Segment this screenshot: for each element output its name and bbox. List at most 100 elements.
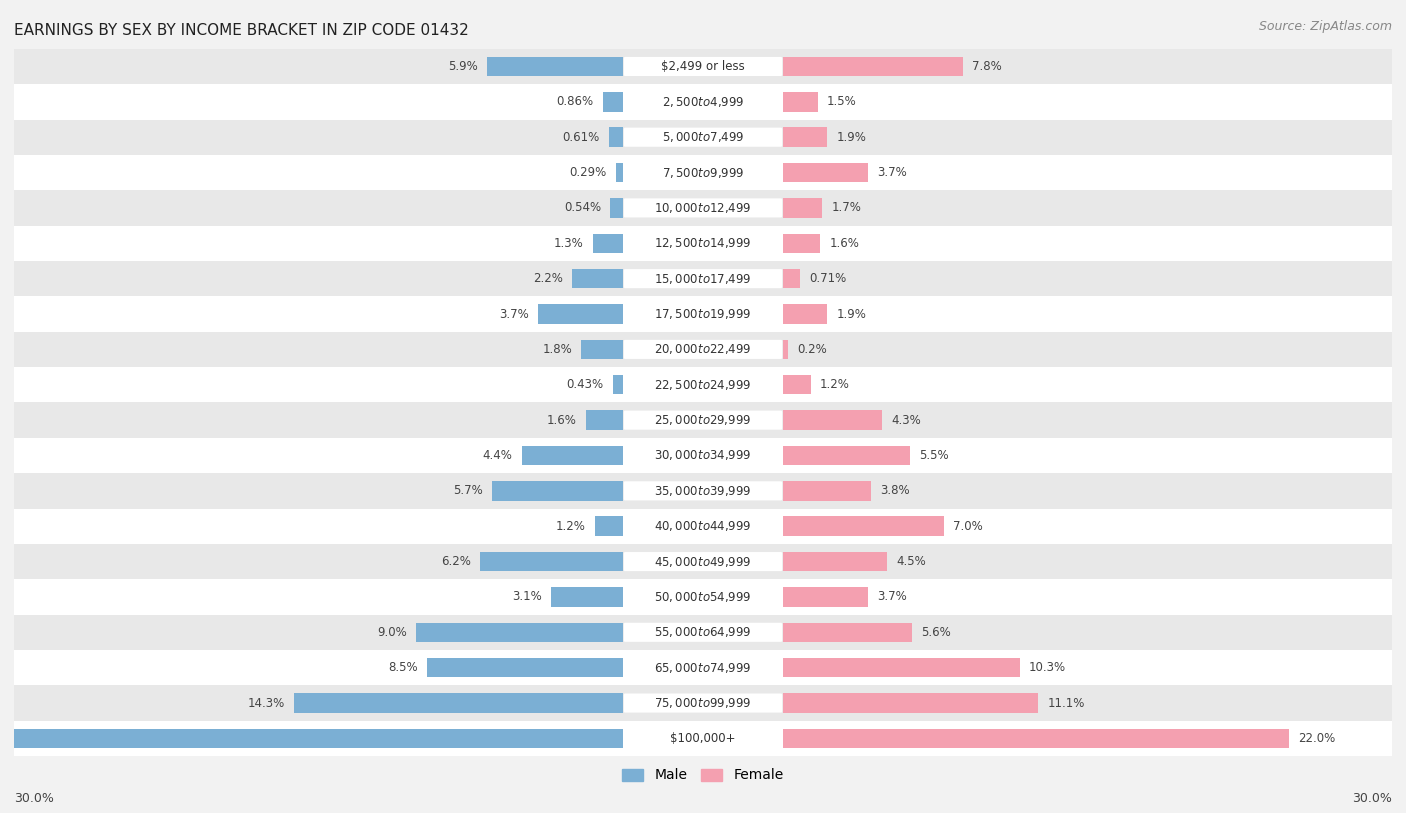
Text: $45,000 to $49,999: $45,000 to $49,999	[654, 554, 752, 568]
Text: 6.2%: 6.2%	[441, 555, 471, 568]
Text: 1.5%: 1.5%	[827, 95, 856, 108]
FancyBboxPatch shape	[624, 659, 782, 677]
Bar	[14, 120, 1392, 155]
Text: $5,000 to $7,499: $5,000 to $7,499	[662, 130, 744, 144]
Text: 1.6%: 1.6%	[830, 237, 859, 250]
Bar	[481, 552, 623, 572]
Bar	[551, 587, 623, 606]
Bar	[14, 297, 1392, 332]
Bar	[14, 544, 1392, 579]
Text: 0.61%: 0.61%	[562, 131, 599, 144]
Bar	[783, 92, 818, 111]
Bar	[783, 233, 820, 253]
Text: $7,500 to $9,999: $7,500 to $9,999	[662, 166, 744, 180]
Bar	[522, 446, 623, 465]
Text: $40,000 to $44,999: $40,000 to $44,999	[654, 520, 752, 533]
Text: $20,000 to $22,499: $20,000 to $22,499	[654, 342, 752, 356]
Bar	[427, 658, 623, 677]
Bar	[783, 623, 912, 642]
Bar	[609, 128, 623, 147]
Text: 7.8%: 7.8%	[972, 60, 1001, 73]
Text: $22,500 to $24,999: $22,500 to $24,999	[654, 378, 752, 392]
Bar	[783, 375, 811, 394]
Bar	[783, 304, 827, 324]
Text: $55,000 to $64,999: $55,000 to $64,999	[654, 625, 752, 639]
FancyBboxPatch shape	[624, 411, 782, 429]
Text: 1.2%: 1.2%	[820, 378, 851, 391]
Bar	[586, 411, 623, 430]
Bar	[783, 198, 823, 218]
Text: 1.3%: 1.3%	[554, 237, 583, 250]
Text: 0.86%: 0.86%	[557, 95, 593, 108]
Bar	[610, 198, 623, 218]
Bar	[14, 85, 1392, 120]
Bar	[14, 190, 1392, 226]
Bar	[14, 226, 1392, 261]
Bar	[14, 509, 1392, 544]
Text: 4.5%: 4.5%	[896, 555, 925, 568]
Text: 8.5%: 8.5%	[388, 661, 418, 674]
Bar	[783, 552, 887, 572]
Text: 14.3%: 14.3%	[247, 697, 285, 710]
Bar	[783, 163, 869, 182]
Bar	[783, 128, 827, 147]
Bar	[783, 587, 869, 606]
Text: 1.2%: 1.2%	[555, 520, 586, 533]
Bar	[0, 728, 623, 748]
Bar	[492, 481, 623, 501]
Text: $15,000 to $17,499: $15,000 to $17,499	[654, 272, 752, 285]
Bar	[603, 92, 623, 111]
Text: $75,000 to $99,999: $75,000 to $99,999	[654, 696, 752, 710]
Text: $65,000 to $74,999: $65,000 to $74,999	[654, 661, 752, 675]
FancyBboxPatch shape	[624, 163, 782, 182]
Bar	[616, 163, 623, 182]
Text: 3.1%: 3.1%	[513, 590, 543, 603]
FancyBboxPatch shape	[624, 128, 782, 146]
Bar	[783, 340, 787, 359]
FancyBboxPatch shape	[624, 552, 782, 571]
Bar	[593, 233, 623, 253]
Bar	[783, 658, 1019, 677]
Bar	[14, 402, 1392, 437]
Bar	[613, 375, 623, 394]
Text: 0.2%: 0.2%	[797, 343, 827, 356]
FancyBboxPatch shape	[624, 234, 782, 253]
FancyBboxPatch shape	[624, 376, 782, 394]
Text: 3.7%: 3.7%	[877, 166, 907, 179]
Text: 1.7%: 1.7%	[831, 202, 862, 215]
Bar	[783, 411, 882, 430]
Bar	[486, 57, 623, 76]
Text: 11.1%: 11.1%	[1047, 697, 1085, 710]
FancyBboxPatch shape	[624, 517, 782, 536]
Text: $25,000 to $29,999: $25,000 to $29,999	[654, 413, 752, 427]
Bar	[14, 49, 1392, 85]
Text: EARNINGS BY SEX BY INCOME BRACKET IN ZIP CODE 01432: EARNINGS BY SEX BY INCOME BRACKET IN ZIP…	[14, 23, 468, 38]
Text: 1.6%: 1.6%	[547, 414, 576, 427]
Text: 5.6%: 5.6%	[921, 626, 950, 639]
Text: 1.9%: 1.9%	[837, 131, 866, 144]
Bar	[416, 623, 623, 642]
FancyBboxPatch shape	[624, 693, 782, 712]
Text: 3.7%: 3.7%	[499, 307, 529, 320]
Text: 1.8%: 1.8%	[543, 343, 572, 356]
FancyBboxPatch shape	[624, 481, 782, 500]
Text: $2,499 or less: $2,499 or less	[661, 60, 745, 73]
Text: 9.0%: 9.0%	[377, 626, 406, 639]
Text: $35,000 to $39,999: $35,000 to $39,999	[654, 484, 752, 498]
Text: 7.0%: 7.0%	[953, 520, 983, 533]
Text: 0.43%: 0.43%	[567, 378, 603, 391]
Bar	[14, 685, 1392, 720]
Bar	[572, 269, 623, 289]
Text: $50,000 to $54,999: $50,000 to $54,999	[654, 590, 752, 604]
FancyBboxPatch shape	[624, 588, 782, 606]
Text: 5.9%: 5.9%	[449, 60, 478, 73]
Bar	[783, 57, 963, 76]
Bar	[14, 367, 1392, 402]
Bar	[14, 720, 1392, 756]
Text: 2.2%: 2.2%	[533, 272, 562, 285]
Text: $17,500 to $19,999: $17,500 to $19,999	[654, 307, 752, 321]
FancyBboxPatch shape	[624, 57, 782, 76]
Text: 4.3%: 4.3%	[891, 414, 921, 427]
Bar	[14, 261, 1392, 297]
Bar	[14, 615, 1392, 650]
